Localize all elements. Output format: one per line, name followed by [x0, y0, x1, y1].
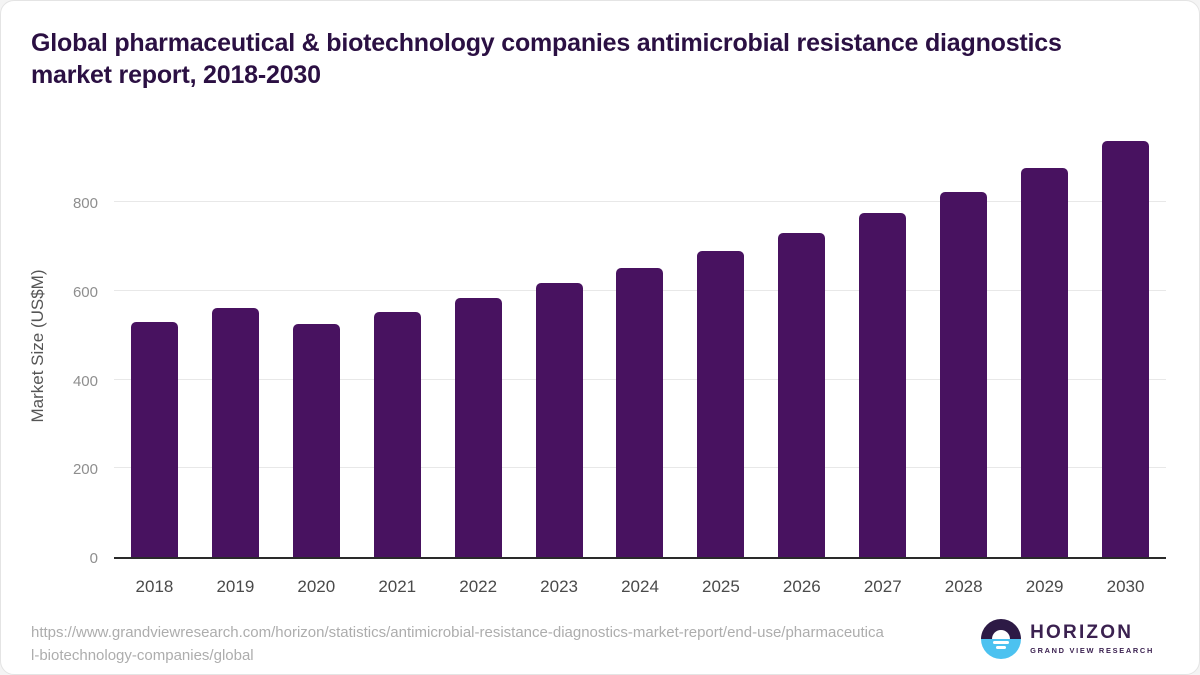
ytick-0: 0	[89, 550, 98, 567]
bar-slot-2025	[680, 131, 761, 557]
xtick-2024: 2024	[621, 577, 659, 596]
xtick-2025: 2025	[702, 577, 740, 596]
bar-series	[114, 131, 1166, 557]
logo-subtitle: GRAND VIEW RESEARCH	[1030, 646, 1154, 655]
xtick-2023: 2023	[540, 577, 578, 596]
bar-2022	[454, 297, 502, 557]
ytick-200: 200	[72, 461, 98, 479]
xtick-2018: 2018	[135, 577, 174, 596]
bar-2026	[778, 232, 826, 557]
bar-2025	[697, 250, 745, 557]
bar-slot-2020	[276, 131, 357, 557]
xtick-2029: 2029	[1025, 577, 1064, 596]
plot-area	[114, 131, 1166, 559]
bar-2029	[1021, 168, 1069, 557]
bar-slot-2026	[761, 131, 842, 557]
y-axis-ticks: 0 200 400 600 800	[1, 131, 98, 567]
bar-2028	[940, 191, 988, 557]
bar-2024	[616, 267, 664, 557]
bar-slot-2018	[114, 131, 195, 557]
bar-slot-2029	[1004, 131, 1085, 557]
bar-2020	[292, 323, 340, 557]
xtick-2030: 2030	[1106, 577, 1145, 596]
logo-brand-name: HORIZON	[1030, 622, 1134, 643]
gridline-800	[114, 201, 1166, 203]
horizon-logo: HORIZON GRAND VIEW RESEARCH	[981, 619, 1154, 659]
sun-icon	[992, 630, 1011, 639]
xtick-2028: 2028	[944, 577, 983, 596]
chart-title-line-1: Global pharmaceutical & biotechnology co…	[31, 29, 1062, 57]
bar-2021	[373, 312, 421, 557]
ytick-800: 800	[72, 195, 98, 213]
bar-slot-2021	[357, 131, 438, 557]
xtick-2019: 2019	[216, 577, 255, 596]
xtick-2020: 2020	[297, 577, 336, 596]
sun-reflection-line	[993, 641, 1010, 644]
bar-slot-2027	[842, 131, 923, 557]
bar-2019	[211, 307, 259, 557]
x-axis-ticks: 2018 2019 2020 2021 2022 2023 2024 2025 2026 2027…	[114, 569, 1166, 597]
source-url-line-1: https://www.grandviewresearch.com/horizo…	[31, 624, 884, 641]
xtick-2026: 2026	[782, 577, 821, 596]
chart-title-line-2: market report, 2018-2030	[31, 61, 321, 89]
xtick-2027: 2027	[863, 577, 902, 596]
source-url: https://www.grandviewresearch.com/horizo…	[31, 621, 961, 667]
ytick-600: 600	[72, 283, 98, 301]
bar-slot-2028	[923, 131, 1004, 557]
bar-slot-2030	[1085, 131, 1166, 557]
ytick-400: 400	[72, 372, 98, 390]
xtick-2021: 2021	[378, 577, 417, 596]
source-url-line-2: l-biotechnology-companies/global	[31, 647, 254, 664]
bar-2023	[535, 283, 583, 557]
bar-slot-2019	[195, 131, 276, 557]
bar-2030	[1102, 141, 1150, 557]
bar-2027	[859, 213, 907, 557]
bar-slot-2024	[600, 131, 681, 557]
bar-2018	[130, 321, 178, 557]
sun-reflection-line	[996, 646, 1007, 649]
bar-slot-2022	[438, 131, 519, 557]
bar-slot-2023	[519, 131, 600, 557]
xtick-2022: 2022	[459, 577, 498, 596]
logo-text: HORIZON GRAND VIEW RESEARCH	[1030, 622, 1154, 656]
chart-title: Global pharmaceutical & biotechnology co…	[31, 27, 1062, 91]
horizon-sunset-icon	[981, 619, 1022, 659]
